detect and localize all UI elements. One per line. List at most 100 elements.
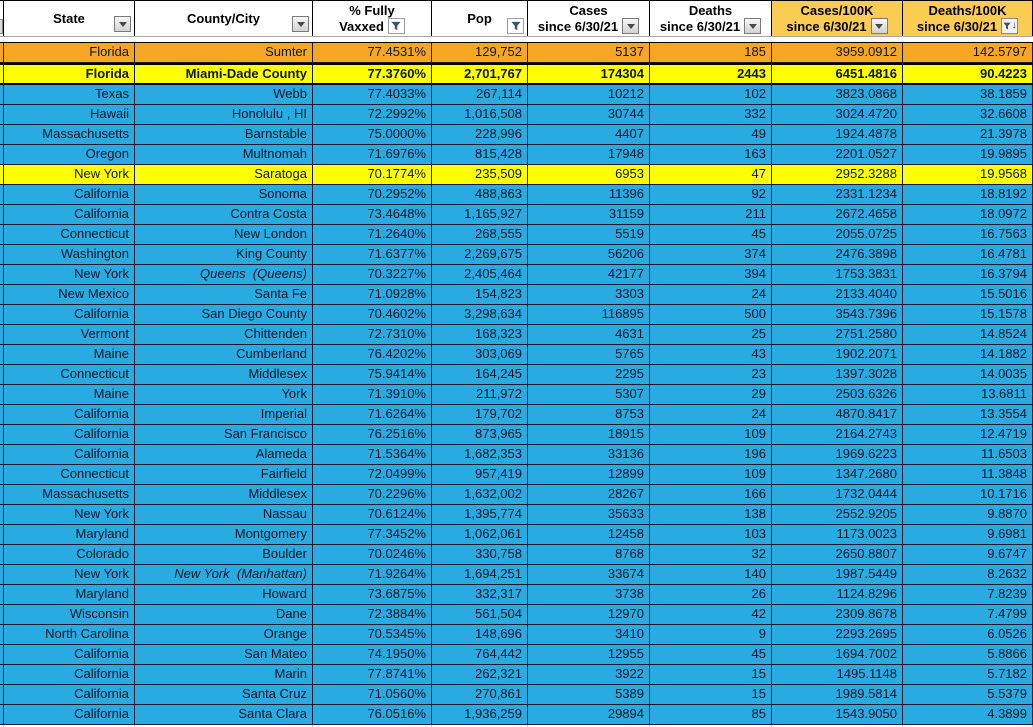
cell-county[interactable]: San Diego County — [135, 305, 313, 324]
cell-pop[interactable]: 1,682,353 — [432, 445, 528, 464]
cell-vaxxed[interactable]: 71.5364% — [313, 445, 432, 464]
cell-state[interactable]: New York — [4, 165, 135, 184]
cell-deaths[interactable]: 138 — [650, 505, 772, 524]
cell-county[interactable]: Howard — [135, 585, 313, 604]
cell-vaxxed[interactable]: 70.5345% — [313, 625, 432, 644]
cell-deaths_100k[interactable]: 16.4781 — [903, 245, 1033, 264]
cell-state[interactable]: Massachusetts — [4, 485, 135, 504]
cell-cases_100k[interactable]: 3959.0912 — [772, 43, 903, 62]
cell-cases[interactable]: 12970 — [528, 605, 650, 624]
cell-state[interactable]: New York — [4, 565, 135, 584]
cell-county[interactable]: New London — [135, 225, 313, 244]
filter-dropdown-button[interactable] — [292, 16, 309, 32]
cell-state[interactable]: Florida — [4, 43, 135, 62]
cell-vaxxed[interactable]: 72.3884% — [313, 605, 432, 624]
cell-deaths[interactable]: 102 — [650, 85, 772, 104]
cell-cases[interactable]: 4407 — [528, 125, 650, 144]
cell-vaxxed[interactable]: 74.1950% — [313, 645, 432, 664]
cell-county[interactable]: San Francisco — [135, 425, 313, 444]
cell-deaths[interactable]: 166 — [650, 485, 772, 504]
cell-state[interactable]: Hawaii — [4, 105, 135, 124]
cell-county[interactable]: Webb — [135, 85, 313, 104]
cell-county[interactable]: Fairfield — [135, 465, 313, 484]
cell-deaths[interactable]: 103 — [650, 525, 772, 544]
cell-state[interactable]: California — [4, 185, 135, 204]
cell-vaxxed[interactable]: 71.0928% — [313, 285, 432, 304]
cell-pop[interactable]: 164,245 — [432, 365, 528, 384]
cell-vaxxed[interactable]: 76.2516% — [313, 425, 432, 444]
cell-deaths_100k[interactable]: 8.2632 — [903, 565, 1033, 584]
cell-deaths[interactable]: 23 — [650, 365, 772, 384]
cell-cases[interactable]: 30744 — [528, 105, 650, 124]
cell-county[interactable]: Middlesex — [135, 485, 313, 504]
cell-cases_100k[interactable]: 1397.3028 — [772, 365, 903, 384]
cell-cases_100k[interactable]: 1753.3831 — [772, 265, 903, 284]
cell-cases_100k[interactable]: 3543.7396 — [772, 305, 903, 324]
cell-state[interactable]: California — [4, 305, 135, 324]
cell-vaxxed[interactable]: 73.6875% — [313, 585, 432, 604]
cell-cases_100k[interactable]: 1347.2680 — [772, 465, 903, 484]
cell-pop[interactable]: 1,694,251 — [432, 565, 528, 584]
cell-vaxxed[interactable]: 70.1774% — [313, 165, 432, 184]
cell-cases[interactable]: 5389 — [528, 685, 650, 704]
cell-deaths_100k[interactable]: 13.6811 — [903, 385, 1033, 404]
cell-deaths_100k[interactable]: 14.8524 — [903, 325, 1033, 344]
header-cell-cases_100k[interactable]: Cases/100K since 6/30/21 — [772, 1, 903, 36]
cell-state[interactable]: California — [4, 445, 135, 464]
cell-cases_100k[interactable]: 1732.0444 — [772, 485, 903, 504]
cell-deaths_100k[interactable]: 9.8870 — [903, 505, 1033, 524]
cell-cases[interactable]: 5307 — [528, 385, 650, 404]
cell-county[interactable]: Boulder — [135, 545, 313, 564]
cell-pop[interactable]: 148,696 — [432, 625, 528, 644]
cell-deaths_100k[interactable]: 14.1882 — [903, 345, 1033, 364]
cell-deaths[interactable]: 500 — [650, 305, 772, 324]
cell-pop[interactable]: 815,428 — [432, 145, 528, 164]
cell-county[interactable]: Dane — [135, 605, 313, 624]
cell-pop[interactable]: 267,114 — [432, 85, 528, 104]
cell-state[interactable]: Texas — [4, 85, 135, 104]
cell-county[interactable]: Santa Clara — [135, 705, 313, 724]
cell-state[interactable]: California — [4, 705, 135, 724]
cell-cases_100k[interactable]: 2133.4040 — [772, 285, 903, 304]
cell-deaths[interactable]: 15 — [650, 685, 772, 704]
cell-deaths[interactable]: 163 — [650, 145, 772, 164]
cell-deaths_100k[interactable]: 5.7182 — [903, 665, 1033, 684]
cell-cases[interactable]: 2295 — [528, 365, 650, 384]
filter-sort-descending-button[interactable]: ↓ — [1001, 18, 1019, 34]
cell-state[interactable]: Connecticut — [4, 225, 135, 244]
cell-cases[interactable]: 56206 — [528, 245, 650, 264]
cell-county[interactable]: Nassau — [135, 505, 313, 524]
cell-deaths[interactable]: 26 — [650, 585, 772, 604]
cell-cases_100k[interactable]: 2331.1234 — [772, 185, 903, 204]
cell-deaths[interactable]: 85 — [650, 705, 772, 724]
cell-county[interactable]: York — [135, 385, 313, 404]
cell-deaths_100k[interactable]: 9.6981 — [903, 525, 1033, 544]
cell-deaths[interactable]: 332 — [650, 105, 772, 124]
cell-deaths[interactable]: 185 — [650, 43, 772, 62]
cell-cases_100k[interactable]: 2672.4658 — [772, 205, 903, 224]
cell-vaxxed[interactable]: 70.3227% — [313, 265, 432, 284]
cell-deaths[interactable]: 43 — [650, 345, 772, 364]
cell-cases_100k[interactable]: 1694.7002 — [772, 645, 903, 664]
cell-deaths_100k[interactable]: 4.3899 — [903, 705, 1033, 724]
cell-deaths_100k[interactable]: 18.8192 — [903, 185, 1033, 204]
cell-pop[interactable]: 303,069 — [432, 345, 528, 364]
cell-pop[interactable]: 1,016,508 — [432, 105, 528, 124]
cell-state[interactable]: Maine — [4, 385, 135, 404]
cell-deaths[interactable]: 42 — [650, 605, 772, 624]
cell-vaxxed[interactable]: 77.8741% — [313, 665, 432, 684]
cell-county[interactable]: Marin — [135, 665, 313, 684]
cell-cases_100k[interactable]: 2952.3288 — [772, 165, 903, 184]
cell-vaxxed[interactable]: 72.0499% — [313, 465, 432, 484]
cell-county[interactable]: New York (Manhattan) — [135, 565, 313, 584]
cell-deaths[interactable]: 109 — [650, 465, 772, 484]
cell-deaths[interactable]: 9 — [650, 625, 772, 644]
filter-dropdown-button[interactable] — [114, 16, 131, 32]
cell-deaths_100k[interactable]: 19.9568 — [903, 165, 1033, 184]
cell-deaths_100k[interactable]: 9.6747 — [903, 545, 1033, 564]
cell-cases[interactable]: 10212 — [528, 85, 650, 104]
cell-cases[interactable]: 28267 — [528, 485, 650, 504]
cell-cases[interactable]: 29894 — [528, 705, 650, 724]
cell-pop[interactable]: 488,863 — [432, 185, 528, 204]
cell-cases[interactable]: 8768 — [528, 545, 650, 564]
